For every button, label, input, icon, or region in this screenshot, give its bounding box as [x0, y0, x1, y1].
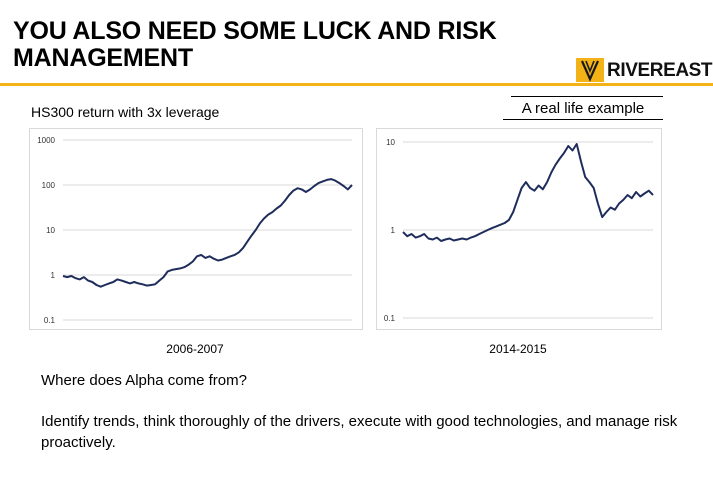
chart-2006-2007: 1000 100 10 1 0.1: [29, 128, 363, 330]
y-tick-label: 1: [391, 226, 396, 235]
series-line: [62, 178, 353, 288]
chart-period-label: 2014-2015: [489, 342, 547, 356]
company-logo: RIVEREAST: [575, 57, 713, 83]
chart-subtitle: HS300 return with 3x leverage: [31, 104, 220, 120]
y-tick-label: 1000: [37, 136, 55, 145]
y-tick-label: 0.1: [44, 316, 56, 325]
example-caption: A real life example: [503, 96, 663, 120]
chart-2006-2007-plot: 1000 100 10 1 0.1: [37, 136, 353, 325]
answer-text: Identify trends, think thoroughly of the…: [41, 413, 678, 451]
y-tick-label: 1: [51, 271, 56, 280]
logo-wordmark: RIVEREAST: [607, 60, 713, 81]
chart-2014-2015: 10 1 0.1: [376, 128, 662, 330]
y-tick-label: 10: [46, 226, 55, 235]
title-divider: [0, 83, 713, 86]
y-tick-label: 10: [386, 138, 395, 147]
y-tick-label: 100: [42, 181, 56, 190]
slide-title: YOU ALSO NEED SOME LUCK AND RISK MANAGEM…: [13, 17, 497, 72]
chart-2014-2015-plot: 10 1 0.1: [384, 138, 654, 323]
question-text: Where does Alpha come from?: [41, 372, 247, 389]
y-tick-label: 0.1: [384, 314, 396, 323]
rivereast-logo-icon: [576, 58, 604, 82]
chart-period-label: 2006-2007: [166, 342, 224, 356]
series-line: [402, 143, 654, 242]
